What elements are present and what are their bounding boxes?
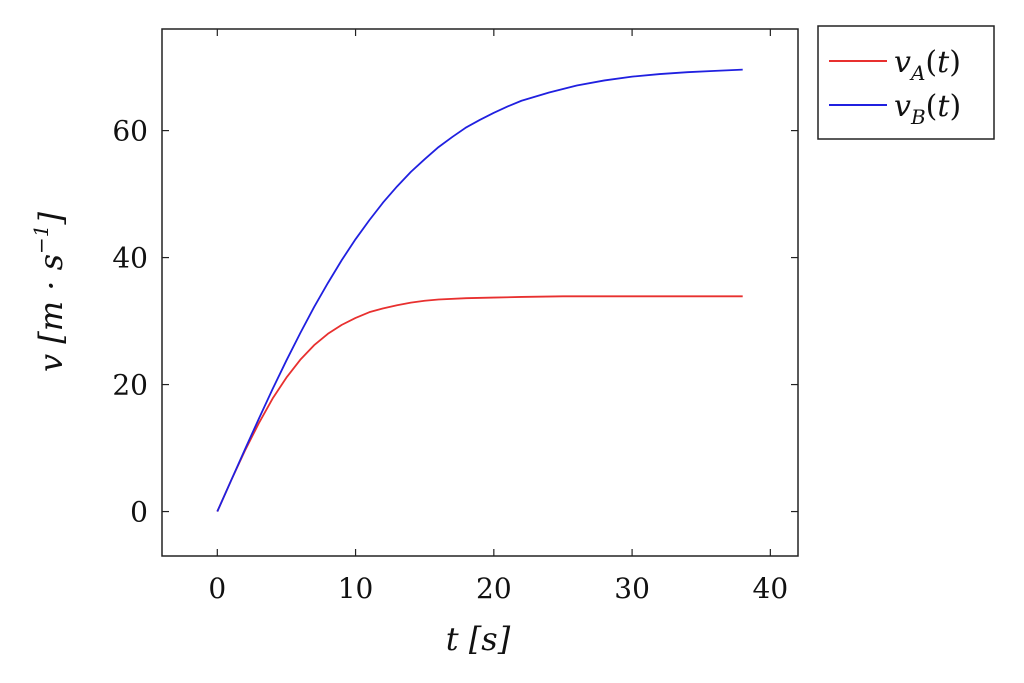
legend: vA(t) vB(t) [817, 25, 995, 140]
y-tick-label: 60 [112, 115, 148, 148]
legend-label-series-b: vB(t) [894, 89, 961, 129]
x-tick-label: 30 [614, 572, 650, 605]
axis-ticks: 0 10 20 30 40 0 20 40 60 [112, 29, 798, 605]
y-axis-label: v [m · s−1] [29, 211, 70, 372]
x-tick-label: 40 [753, 572, 789, 605]
legend-label-series-a: vA(t) [894, 45, 961, 85]
x-tick-label: 20 [476, 572, 512, 605]
y-tick-label: 40 [112, 242, 148, 275]
x-tick-label: 0 [208, 572, 226, 605]
y-tick-label: 0 [130, 496, 148, 529]
series-lines [216, 68, 743, 512]
y-tick-label: 20 [112, 369, 148, 402]
plot-frame [161, 28, 799, 557]
series-line-b [216, 68, 743, 512]
plot-area-border [161, 28, 799, 557]
legend-box [817, 25, 995, 140]
x-axis-label: t [s] [446, 620, 511, 658]
series-line-a [216, 295, 743, 512]
x-tick-label: 10 [338, 572, 374, 605]
